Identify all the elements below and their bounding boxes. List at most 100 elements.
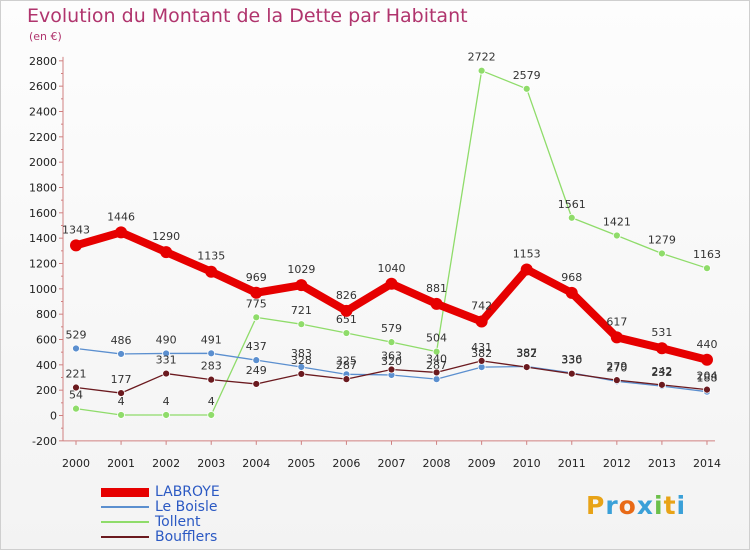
- data-label: 320: [381, 355, 402, 368]
- data-label: 1446: [107, 210, 135, 223]
- chart-title: Evolution du Montant de la Dette par Hab…: [27, 5, 468, 27]
- data-label: 387: [516, 346, 537, 359]
- data-label: 826: [336, 289, 357, 302]
- y-tick-label: 200: [36, 384, 57, 397]
- y-tick-label: 2600: [29, 80, 57, 93]
- x-tick-label: 2010: [513, 457, 541, 470]
- data-point: [162, 349, 171, 358]
- x-tick-label: 2003: [197, 457, 225, 470]
- data-point: [610, 331, 623, 344]
- data-point: [475, 315, 488, 328]
- y-tick-label: 1400: [29, 232, 57, 245]
- data-point: [567, 213, 576, 222]
- data-label: 331: [156, 354, 177, 367]
- data-point: [658, 380, 666, 389]
- data-label: 270: [606, 361, 627, 374]
- data-label: 881: [426, 282, 447, 295]
- data-point: [477, 357, 486, 365]
- logo-letter: i: [676, 491, 687, 520]
- x-tick-label: 2012: [603, 457, 631, 470]
- logo-letter: x: [636, 491, 654, 520]
- data-point: [612, 231, 621, 240]
- y-tick-label: 1200: [29, 257, 57, 270]
- data-label: 440: [696, 338, 717, 351]
- x-tick-label: 2000: [62, 457, 90, 470]
- data-label: 336: [561, 353, 582, 366]
- data-point: [703, 264, 711, 273]
- y-tick-label: 2200: [29, 131, 57, 144]
- data-point: [72, 404, 80, 413]
- data-point: [207, 375, 216, 384]
- legend-label: LABROYE: [155, 484, 220, 500]
- data-label: 242: [651, 365, 672, 378]
- y-tick-label: -200: [32, 435, 57, 448]
- data-label: 437: [246, 340, 267, 353]
- data-point: [252, 380, 261, 388]
- data-label: 249: [246, 364, 267, 377]
- data-point: [72, 383, 80, 392]
- data-point: [115, 226, 128, 239]
- legend-swatch: [101, 487, 149, 497]
- data-label: 363: [381, 350, 402, 363]
- data-label: 1343: [62, 223, 90, 236]
- y-tick-label: 400: [36, 359, 57, 372]
- data-point: [252, 356, 261, 365]
- data-point: [432, 375, 441, 384]
- data-label: 775: [246, 297, 267, 310]
- data-point: [162, 411, 171, 419]
- data-label: 617: [606, 315, 627, 328]
- data-label: 2722: [468, 51, 496, 64]
- data-label: 1029: [287, 263, 315, 276]
- data-label: 382: [516, 347, 537, 360]
- x-tick-label: 2013: [648, 457, 676, 470]
- data-point: [207, 411, 216, 419]
- data-label: 330: [561, 354, 582, 367]
- legend-label: Boufflers: [155, 529, 218, 545]
- data-label: 340: [426, 352, 447, 365]
- data-label: 504: [426, 332, 447, 345]
- data-label: 1040: [377, 262, 405, 275]
- y-tick-label: 2800: [29, 55, 57, 68]
- data-label: 383: [291, 347, 312, 360]
- x-tick-label: 2004: [242, 457, 270, 470]
- data-point: [72, 344, 80, 353]
- data-point: [250, 286, 263, 299]
- data-label: 2579: [513, 69, 541, 82]
- data-point: [117, 411, 125, 419]
- data-label: 1153: [513, 247, 541, 260]
- data-label: 325: [336, 354, 357, 367]
- y-tick-label: 2000: [29, 156, 57, 169]
- data-label: 721: [291, 304, 312, 317]
- data-point: [117, 389, 125, 397]
- legend-label: Le Boisle: [155, 499, 218, 515]
- y-tick-label: 2400: [29, 105, 57, 118]
- legend-swatch: [101, 506, 149, 508]
- data-point: [658, 249, 666, 258]
- data-label: 1290: [152, 230, 180, 243]
- y-tick-label: 600: [36, 333, 57, 346]
- logo-letter: t: [663, 491, 677, 520]
- x-tick-label: 2002: [152, 457, 180, 470]
- data-label: 431: [471, 341, 492, 354]
- x-tick-label: 2011: [558, 457, 586, 470]
- x-tick-label: 2008: [423, 457, 451, 470]
- y-tick-label: 1800: [29, 181, 57, 194]
- x-tick-label: 2006: [332, 457, 360, 470]
- data-point: [340, 304, 353, 317]
- x-tick-label: 2014: [693, 457, 721, 470]
- data-point: [297, 320, 306, 329]
- data-point: [160, 246, 173, 259]
- data-label: 651: [336, 313, 357, 326]
- data-label: 328: [291, 354, 312, 367]
- data-point: [432, 368, 441, 377]
- data-label: 4: [118, 395, 125, 408]
- data-point: [162, 369, 171, 378]
- data-point: [522, 84, 531, 93]
- data-label: 968: [561, 271, 582, 284]
- data-label: 1135: [197, 250, 225, 263]
- y-tick-label: 0: [50, 410, 57, 423]
- logo-letter: o: [618, 491, 637, 520]
- data-label: 529: [66, 328, 87, 341]
